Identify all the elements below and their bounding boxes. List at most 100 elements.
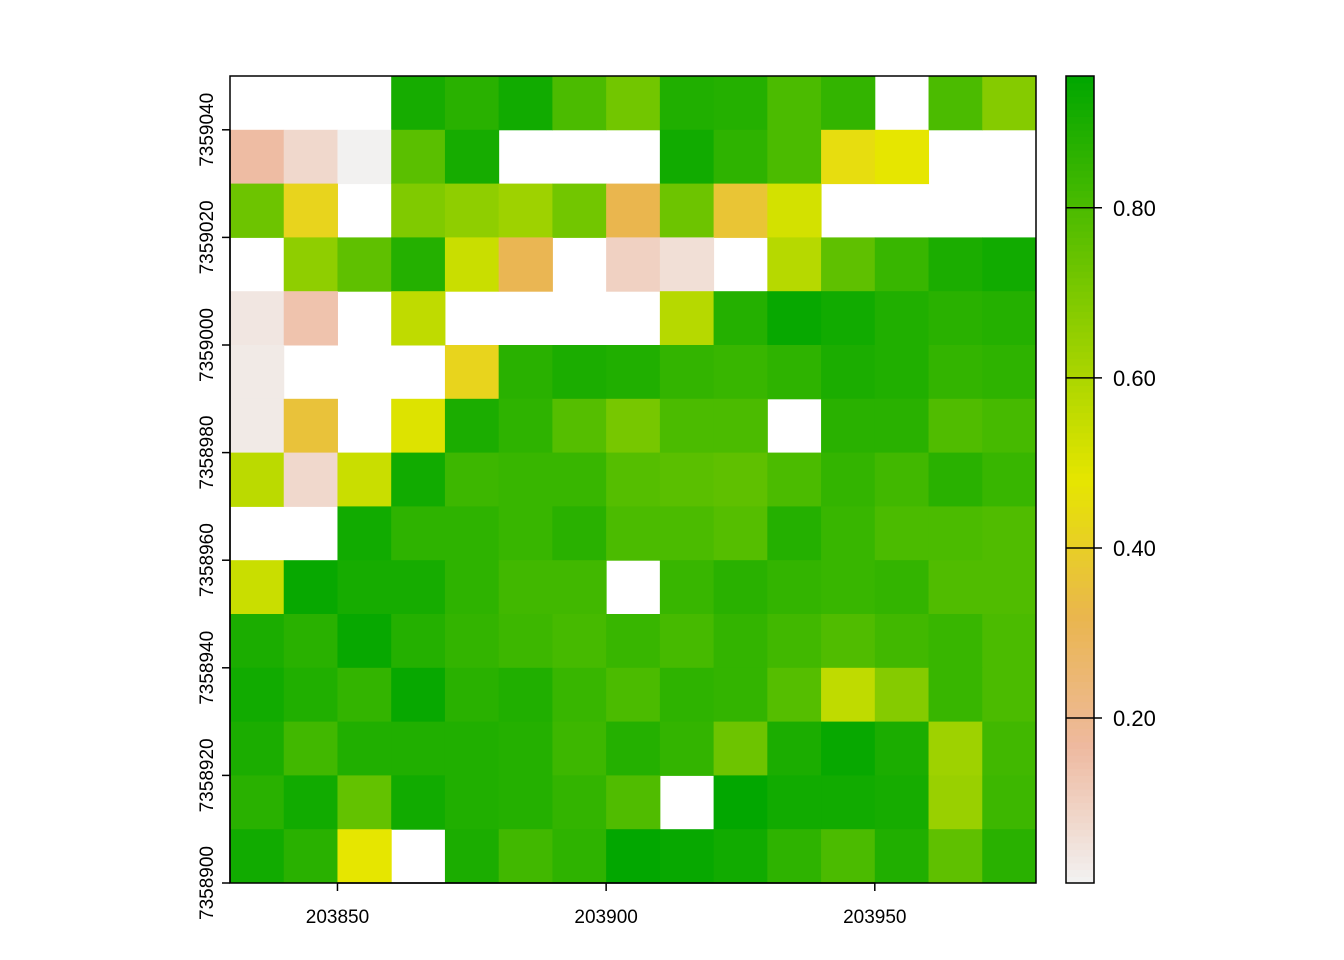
raster-cell (391, 775, 446, 830)
raster-cell (767, 345, 822, 400)
legend-color-step (1066, 627, 1094, 635)
legend-color-step (1066, 439, 1094, 447)
raster-cell (498, 183, 553, 238)
raster-cell (606, 237, 661, 292)
raster-cell (606, 614, 661, 669)
legend-color-step (1066, 398, 1094, 407)
legend-color-step (1066, 620, 1094, 629)
raster-cell (982, 614, 1037, 669)
legend-color-step (1066, 701, 1094, 709)
raster-cell (821, 345, 876, 400)
raster-cell (767, 76, 822, 131)
legend-color-step (1066, 358, 1094, 366)
raster-cell (713, 721, 768, 776)
legend-color-step (1066, 587, 1094, 595)
legend-color-step (1066, 486, 1094, 494)
raster-cell (928, 560, 983, 615)
raster-cell (659, 183, 715, 238)
legend-color-step (1066, 149, 1094, 158)
raster-cell (874, 452, 930, 507)
legend-color-step (1066, 566, 1094, 575)
raster-cell (767, 775, 822, 830)
raster-cell (767, 291, 822, 346)
raster-cell (230, 560, 285, 615)
raster-cell (982, 775, 1037, 830)
raster-cell (821, 775, 876, 830)
legend-color-step (1066, 654, 1094, 662)
y-tick-label: 7359000 (197, 308, 218, 382)
legend-color-step (1066, 163, 1094, 171)
raster-cell (552, 398, 607, 454)
raster-cells (230, 76, 1037, 884)
raster-cell (874, 398, 930, 454)
x-tick-label: 203950 (843, 907, 906, 928)
raster-cell (283, 183, 338, 238)
raster-cell (606, 829, 661, 884)
raster-cell (821, 291, 876, 346)
raster-cell (498, 506, 553, 561)
legend-color-step (1066, 755, 1094, 763)
raster-cell (874, 129, 930, 185)
raster-cell (821, 76, 876, 131)
legend-color-step (1066, 250, 1094, 259)
raster-cell (821, 721, 876, 776)
raster-cell (391, 237, 446, 292)
legend-color-step (1066, 721, 1094, 729)
legend-color-step (1066, 533, 1094, 541)
legend-color-step (1066, 674, 1094, 682)
raster-cell (444, 829, 500, 884)
legend-color-step (1066, 849, 1094, 857)
raster-cell (337, 452, 392, 507)
legend-color-step (1066, 311, 1094, 319)
legend-color-step (1066, 345, 1094, 353)
raster-cell (928, 237, 983, 292)
legend-color-step (1066, 492, 1094, 501)
raster-cell (874, 237, 930, 292)
raster-cell (337, 775, 392, 830)
raster-cell (498, 829, 553, 884)
raster-cell (713, 129, 768, 185)
raster-cell (283, 614, 338, 669)
raster-cell (874, 506, 930, 561)
raster-cell (928, 452, 983, 507)
raster-cell (391, 721, 446, 776)
legend-color-step (1066, 96, 1094, 104)
legend-color-step (1066, 244, 1094, 252)
legend-color-step (1066, 183, 1094, 191)
legend-color-step (1066, 479, 1094, 487)
raster-cell (767, 829, 822, 884)
raster-cell (283, 291, 338, 346)
raster-cell (498, 667, 553, 723)
legend-color-step (1066, 573, 1094, 581)
raster-cell (552, 76, 607, 131)
legend-tick-label: 0.80 (1113, 196, 1156, 221)
legend-color-step (1066, 728, 1094, 736)
raster-cell (606, 398, 661, 454)
raster-cell (659, 506, 715, 561)
raster-cell (230, 829, 285, 884)
legend-color-step (1066, 459, 1094, 467)
legend-color-step (1066, 156, 1094, 165)
legend-color-step (1066, 506, 1094, 514)
legend-color-step (1066, 560, 1094, 568)
raster-cell (391, 506, 446, 561)
legend-color-step (1066, 809, 1094, 817)
legend-color-step (1066, 89, 1094, 97)
legend-color-step (1066, 822, 1094, 830)
raster-cell (444, 614, 500, 669)
legend-color-step (1066, 856, 1094, 864)
legend-color-step (1066, 735, 1094, 743)
legend-color-step (1066, 365, 1094, 373)
raster-cell (444, 398, 500, 454)
legend-color-step (1066, 190, 1094, 198)
raster-cell (606, 345, 661, 400)
legend-color-step (1066, 842, 1094, 850)
raster-cell (821, 614, 876, 669)
raster-cell (982, 560, 1037, 615)
raster-cell (928, 667, 983, 723)
raster-cell (767, 667, 822, 723)
raster-cell (444, 76, 500, 131)
raster-cell (498, 345, 553, 400)
raster-cell (230, 614, 285, 669)
